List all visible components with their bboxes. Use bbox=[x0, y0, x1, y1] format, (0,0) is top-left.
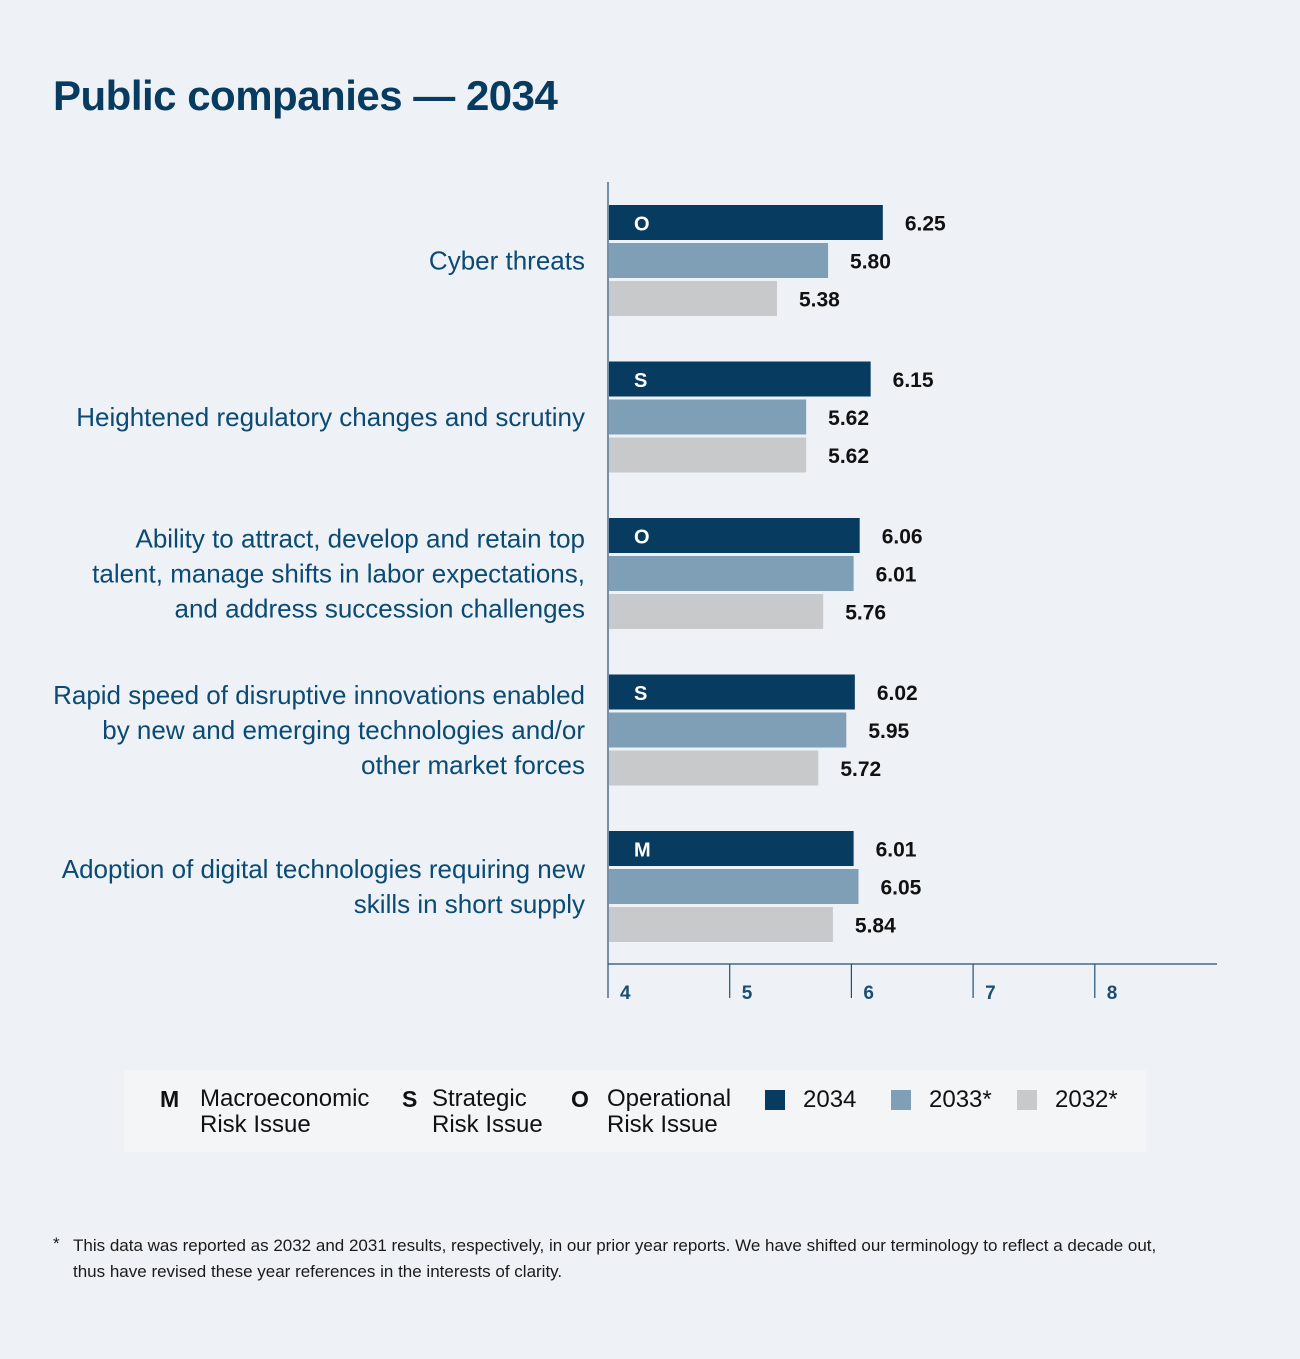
legend-label: Strategic bbox=[432, 1085, 527, 1112]
legend-label: Macroeconomic bbox=[200, 1085, 370, 1112]
bar-2032 bbox=[609, 750, 819, 786]
bar-2034 bbox=[609, 361, 871, 397]
data-label: 6.15 bbox=[893, 369, 934, 392]
legend-swatch-2032 bbox=[1017, 1090, 1037, 1110]
data-label: 5.80 bbox=[850, 251, 891, 274]
bar-2033 bbox=[609, 243, 829, 278]
data-label: 6.05 bbox=[880, 877, 921, 900]
risk-code-label: O bbox=[634, 214, 650, 236]
legend-label: 2032* bbox=[1055, 1086, 1118, 1113]
bar-2033 bbox=[609, 869, 859, 904]
bar-2034 bbox=[609, 518, 860, 553]
data-label: 6.01 bbox=[876, 839, 917, 862]
risk-code-label: M bbox=[634, 840, 651, 862]
x-tick-label: 7 bbox=[985, 983, 996, 1004]
data-label: 5.72 bbox=[840, 758, 881, 781]
legend-label: Operational bbox=[607, 1085, 732, 1112]
data-label: 5.38 bbox=[799, 289, 840, 312]
bar-chart: 4 5 6 7 8 Cyber threats 6.25 5.80 5.38 O Heightene… bbox=[53, 182, 1217, 1004]
category-label: skills in short supply bbox=[354, 889, 585, 919]
category-label: other market forces bbox=[361, 750, 585, 780]
risk-code-label: S bbox=[634, 370, 647, 392]
category-label: and address succession challenges bbox=[175, 594, 585, 624]
bar-2032 bbox=[609, 281, 777, 316]
legend-label: 2034 bbox=[803, 1086, 857, 1113]
bar-2032 bbox=[609, 437, 807, 473]
category-label: by new and emerging technologies and/or bbox=[102, 715, 585, 745]
bar-2034 bbox=[609, 831, 854, 866]
data-label: 5.62 bbox=[828, 407, 869, 430]
risk-code-label: S bbox=[634, 683, 647, 705]
category-label: Heightened regulatory changes and scruti… bbox=[76, 402, 585, 432]
chart-title: Public companies — 2034 bbox=[53, 72, 558, 119]
legend-label: Risk Issue bbox=[607, 1111, 718, 1138]
data-label: 6.02 bbox=[877, 682, 918, 705]
category-label: Adoption of digital technologies requiri… bbox=[62, 854, 585, 884]
bar-2033 bbox=[609, 556, 854, 591]
bar-2032 bbox=[609, 907, 833, 942]
data-label: 6.25 bbox=[905, 213, 946, 236]
data-label: 6.06 bbox=[882, 526, 923, 549]
category-label: Rapid speed of disruptive innovations en… bbox=[53, 680, 585, 710]
legend-code: S bbox=[402, 1086, 418, 1112]
x-tick-label: 4 bbox=[620, 983, 631, 1004]
footnote-marker: * bbox=[53, 1234, 60, 1253]
x-tick-label: 6 bbox=[863, 983, 874, 1004]
bar-2032 bbox=[609, 594, 824, 629]
x-tick-label: 5 bbox=[742, 983, 753, 1004]
data-label: 5.95 bbox=[868, 720, 909, 743]
legend: M Macroeconomic Risk Issue S Strategic R… bbox=[124, 1070, 1146, 1152]
legend-swatch-2033 bbox=[891, 1090, 911, 1110]
legend-label: Risk Issue bbox=[200, 1111, 311, 1138]
bar-2034 bbox=[609, 205, 883, 240]
legend-label: Risk Issue bbox=[432, 1111, 543, 1138]
bar-2034 bbox=[609, 674, 855, 710]
data-label: 5.84 bbox=[855, 915, 896, 938]
risk-code-label: O bbox=[634, 527, 650, 549]
data-label: 5.76 bbox=[845, 602, 886, 625]
bar-2033 bbox=[609, 712, 847, 748]
legend-code: M bbox=[160, 1086, 180, 1112]
bar-2033 bbox=[609, 399, 807, 435]
category-label: Cyber threats bbox=[429, 246, 585, 276]
footnote-text: This data was reported as 2032 and 2031 … bbox=[73, 1236, 1157, 1281]
data-label: 6.01 bbox=[876, 564, 917, 587]
legend-label: 2033* bbox=[929, 1086, 992, 1113]
legend-swatch-2034 bbox=[765, 1090, 785, 1110]
category-label: talent, manage shifts in labor expectati… bbox=[92, 559, 585, 589]
legend-code: O bbox=[571, 1086, 589, 1112]
data-label: 5.62 bbox=[828, 445, 869, 468]
category-label: Ability to attract, develop and retain t… bbox=[136, 524, 586, 554]
x-tick-label: 8 bbox=[1107, 983, 1118, 1004]
